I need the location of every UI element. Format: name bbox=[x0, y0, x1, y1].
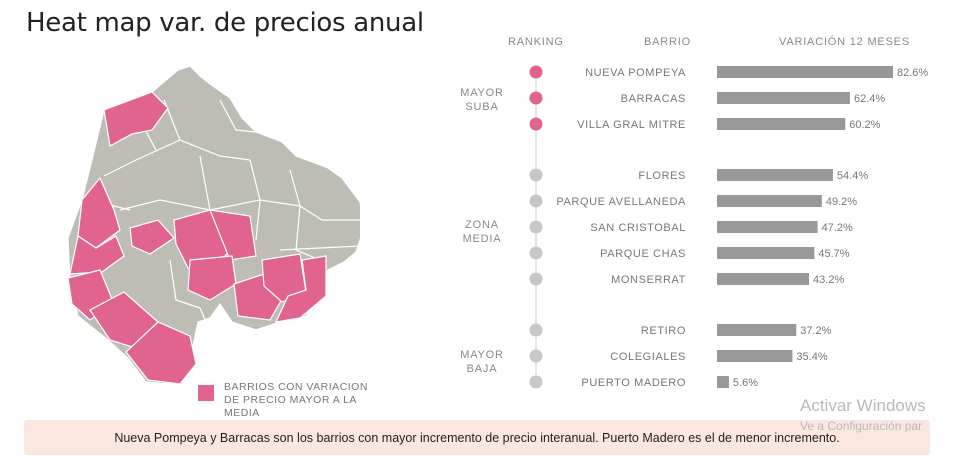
ranking-dot bbox=[529, 349, 543, 363]
variation-value-label: 60.2% bbox=[849, 119, 880, 131]
group-label-line: MAYOR bbox=[460, 87, 504, 99]
variation-value-label: 37.2% bbox=[800, 325, 831, 337]
region-boca bbox=[274, 255, 327, 323]
variation-value-label: 35.4% bbox=[796, 351, 827, 363]
variation-bar bbox=[717, 221, 818, 233]
region-north bbox=[103, 91, 169, 147]
barrio-label: FLORES bbox=[638, 170, 686, 182]
region-center-1 bbox=[129, 219, 175, 255]
insight-footer: Nueva Pompeya y Barracas son los barrios… bbox=[24, 420, 930, 455]
variation-value-label: 43.2% bbox=[813, 274, 844, 286]
barrio-label: SAN CRISTOBAL bbox=[590, 222, 686, 234]
ranking-dot bbox=[529, 91, 543, 105]
footer-text: Nueva Pompeya y Barracas son los barrios… bbox=[114, 430, 840, 445]
barrio-label: RETIRO bbox=[641, 325, 686, 337]
ranking-dot bbox=[529, 65, 543, 79]
barrio-label: PARQUE AVELLANEDA bbox=[556, 196, 686, 208]
variation-value-label: 47.2% bbox=[822, 222, 853, 234]
barrio-label: PARQUE CHAS bbox=[600, 248, 686, 260]
header-barrio: BARRIO bbox=[644, 36, 691, 48]
group-label-mayor-baja: MAYOR BAJA bbox=[447, 348, 517, 376]
variation-bar bbox=[717, 169, 833, 181]
group-label-line: MEDIA bbox=[462, 233, 502, 245]
group-label-line: ZONA bbox=[465, 219, 499, 231]
windows-activation-watermark: Activar Windows Ve a Configuración par bbox=[800, 396, 926, 433]
ranking-dot bbox=[529, 323, 543, 337]
barrio-label: MONSERRAT bbox=[611, 274, 686, 286]
variation-bar bbox=[717, 273, 810, 285]
variation-bar bbox=[717, 247, 815, 259]
barrio-label: VILLA GRAL MITRE bbox=[577, 119, 686, 131]
variation-bar bbox=[717, 118, 846, 130]
group-label-line: MAYOR bbox=[460, 349, 504, 361]
ranking-dot bbox=[529, 194, 543, 208]
variation-bar bbox=[717, 66, 893, 78]
variation-bar bbox=[717, 376, 729, 388]
variation-value-label: 82.6% bbox=[897, 67, 928, 79]
barrio-label: NUEVA POMPEYA bbox=[585, 67, 686, 79]
variation-value-label: 54.4% bbox=[837, 170, 868, 182]
variation-bar bbox=[717, 92, 850, 104]
barrio-label: COLEGIALES bbox=[610, 351, 686, 363]
ranking-dot bbox=[529, 375, 543, 389]
group-label-mayor-suba: MAYOR SUBA bbox=[447, 86, 517, 114]
watermark-line-1: Activar Windows bbox=[800, 396, 926, 415]
page-title: Heat map var. de precios anual bbox=[26, 8, 424, 38]
variation-bar bbox=[717, 324, 797, 336]
barrio-label: PUERTO MADERO bbox=[581, 377, 686, 389]
region-southwest-3 bbox=[125, 321, 197, 385]
region-center-3 bbox=[209, 209, 257, 261]
region-south-center bbox=[187, 255, 237, 301]
ranking-dot bbox=[529, 220, 543, 234]
ranking-dot bbox=[529, 246, 543, 260]
region-west-2 bbox=[69, 235, 125, 275]
map-legend: BARRIOS CON VARIACION DE PRECIO MAYOR A … bbox=[198, 381, 384, 420]
legend-label: BARRIOS CON VARIACION DE PRECIO MAYOR A … bbox=[224, 381, 368, 419]
variation-value-label: 62.4% bbox=[854, 93, 885, 105]
ranking-dot bbox=[529, 272, 543, 286]
header-variacion: VARIACIÓN 12 MESES bbox=[779, 36, 910, 48]
header-ranking: RANKING bbox=[508, 36, 564, 48]
group-label-line: SUBA bbox=[465, 101, 499, 113]
variation-bar bbox=[717, 350, 793, 362]
ranking-dot bbox=[529, 117, 543, 131]
barrio-label: BARRACAS bbox=[621, 93, 686, 105]
variation-value-label: 5.6% bbox=[733, 377, 758, 389]
ranking-dot bbox=[529, 168, 543, 182]
variation-bar bbox=[717, 195, 822, 207]
variation-value-label: 49.2% bbox=[826, 196, 857, 208]
group-label-line: BAJA bbox=[466, 363, 498, 375]
legend-swatch bbox=[198, 385, 214, 401]
buenos-aires-heat-map bbox=[67, 65, 360, 386]
variation-value-label: 45.7% bbox=[818, 248, 849, 260]
watermark-line-2: Ve a Configuración par bbox=[800, 419, 923, 433]
group-label-zona-media: ZONA MEDIA bbox=[447, 218, 517, 246]
